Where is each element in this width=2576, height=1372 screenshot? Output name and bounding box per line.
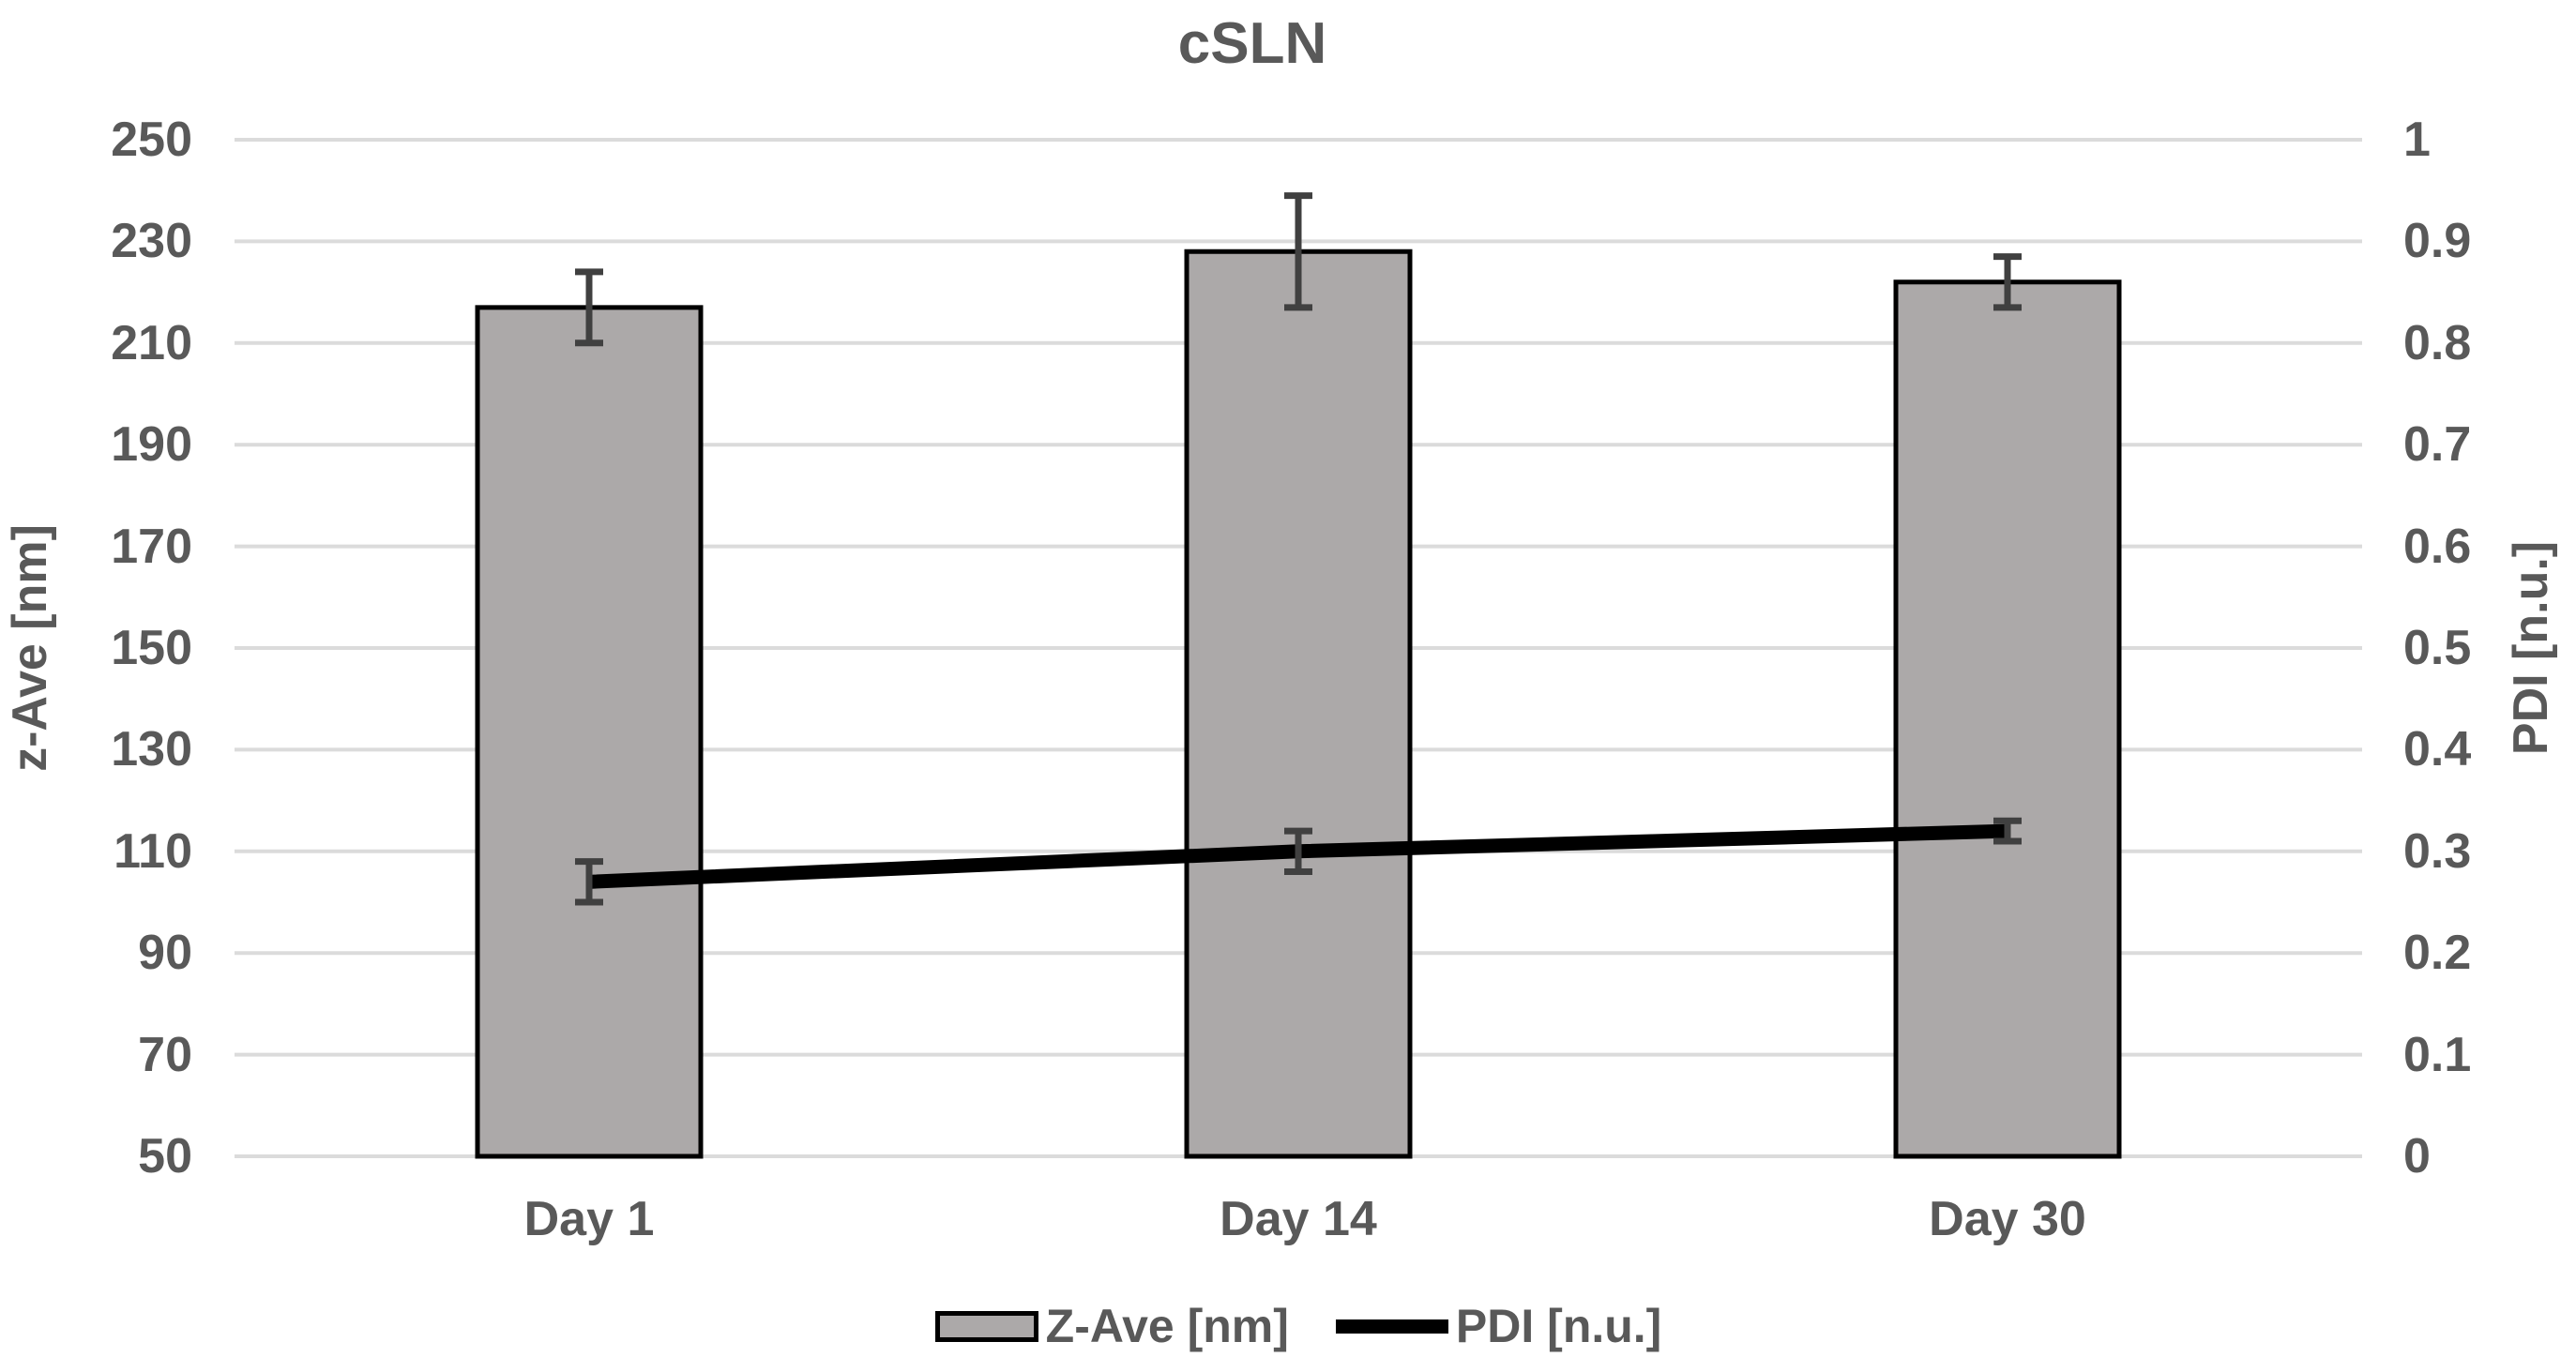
- right-axis-tick-label: 0.3: [2403, 823, 2472, 879]
- right-axis-tick-label: 0.1: [2403, 1027, 2472, 1082]
- legend-bar-swatch: [934, 1310, 1038, 1342]
- right-axis-tick-label: 0.6: [2403, 519, 2472, 574]
- right-axis-tick-label: 0.2: [2403, 926, 2472, 981]
- right-axis-tick-label: 0.8: [2403, 315, 2472, 370]
- legend: Z-Ave [nm] PDI [n.u.]: [235, 1296, 2362, 1356]
- right-axis-tick-label: 1: [2403, 113, 2431, 167]
- right-axis-tick-label: 0: [2403, 1129, 2431, 1184]
- right-axis-tick-label: 0.9: [2403, 214, 2472, 269]
- left-axis-tick-label: 70: [138, 1027, 192, 1082]
- legend-item: Z-Ave [nm]: [934, 1300, 1289, 1352]
- zave-bar: [475, 305, 704, 1159]
- left-axis-tick-label: 90: [138, 926, 192, 981]
- left-axis-tick-label: 130: [111, 722, 192, 777]
- chart-title: cSLN: [1177, 11, 1327, 76]
- category-label: Day 1: [523, 1192, 655, 1246]
- left-axis-tick-label: 170: [111, 519, 192, 574]
- right-axis-tick-label: 0.4: [2403, 722, 2472, 777]
- category-label: Day 30: [1929, 1192, 2086, 1246]
- left-axis-tick-label: 230: [111, 214, 192, 269]
- legend-label: Z-Ave [nm]: [1045, 1300, 1289, 1352]
- zave-bar: [1893, 279, 2122, 1159]
- left-axis-tick-label: 190: [111, 417, 192, 473]
- left-axis-tick-label: 110: [114, 823, 192, 879]
- right-axis-tick-label: 0.5: [2403, 621, 2472, 675]
- left-axis-tick-label: 210: [111, 315, 192, 370]
- right-axis-tick-label: 0.7: [2403, 417, 2472, 473]
- legend-label: PDI [n.u.]: [1455, 1300, 1662, 1352]
- left-axis-tick-label: 150: [111, 621, 192, 675]
- left-axis-tick-label: 50: [138, 1129, 192, 1184]
- legend-line-swatch: [1335, 1319, 1448, 1334]
- zave-bar: [1184, 249, 1413, 1159]
- left-axis-tick-label: 250: [111, 113, 192, 167]
- category-label: Day 14: [1220, 1192, 1377, 1246]
- legend-item: PDI [n.u.]: [1335, 1300, 1662, 1352]
